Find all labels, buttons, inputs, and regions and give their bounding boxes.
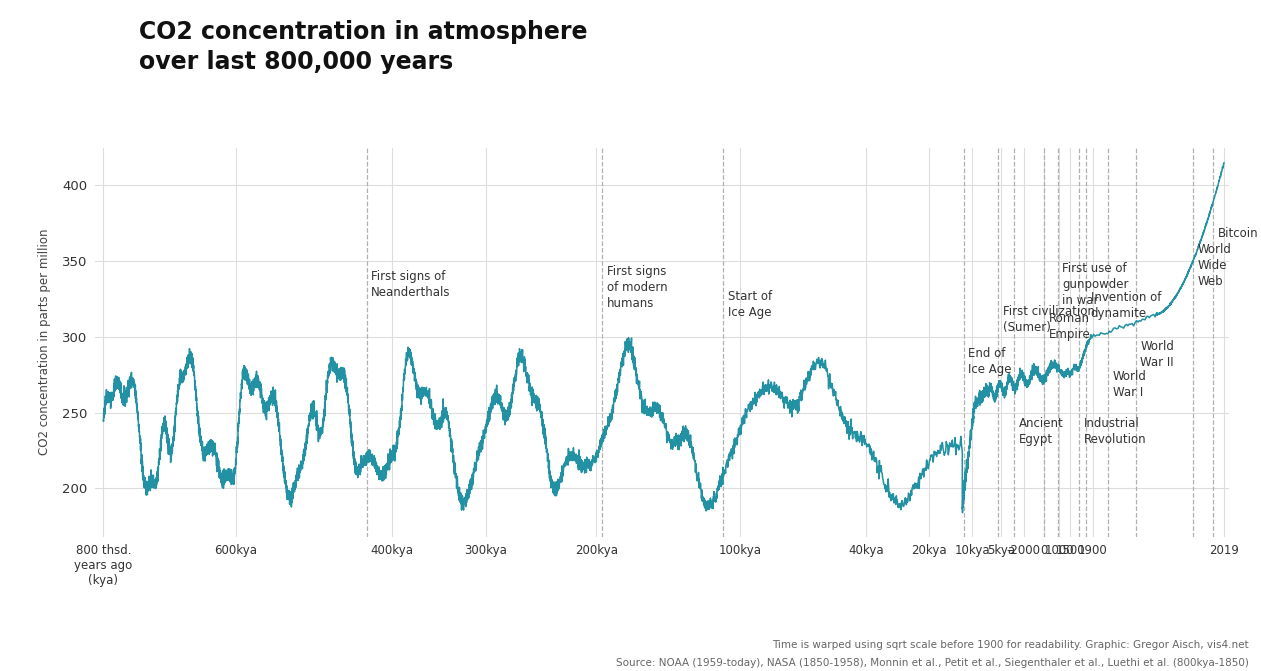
Text: Invention of
dynamite: Invention of dynamite	[1091, 291, 1161, 320]
Text: Roman
Empire: Roman Empire	[1049, 313, 1091, 342]
Text: Time is warped using sqrt scale before 1900 for readability. Graphic: Gregor Ais: Time is warped using sqrt scale before 1…	[772, 639, 1248, 650]
Text: Bitcoin: Bitcoin	[1217, 227, 1258, 240]
Text: First signs
of modern
humans: First signs of modern humans	[607, 264, 667, 309]
Y-axis label: CO2 concentration in parts per million: CO2 concentration in parts per million	[38, 229, 52, 456]
Text: First signs of
Neanderthals: First signs of Neanderthals	[371, 270, 450, 299]
Text: World
Wide
Web: World Wide Web	[1198, 244, 1232, 289]
Text: Start of
Ice Age: Start of Ice Age	[728, 290, 772, 319]
Text: Ancient
Egypt: Ancient Egypt	[1019, 417, 1064, 446]
Text: CO2 concentration in atmosphere
over last 800,000 years: CO2 concentration in atmosphere over las…	[139, 20, 588, 74]
Text: Industrial
Revolution: Industrial Revolution	[1084, 417, 1146, 446]
Text: Source: NOAA (1959-today), NASA (1850-1958), Monnin et al., Petit et al., Siegen: Source: NOAA (1959-today), NASA (1850-19…	[615, 658, 1248, 668]
Text: First civilization
(Sumer): First civilization (Sumer)	[1002, 305, 1095, 334]
Text: World
War I: World War I	[1112, 370, 1146, 399]
Text: First use of
gunpowder
in war: First use of gunpowder in war	[1062, 262, 1129, 307]
Text: End of
Ice Age: End of Ice Age	[968, 348, 1011, 376]
Text: World
War II: World War II	[1140, 340, 1174, 368]
